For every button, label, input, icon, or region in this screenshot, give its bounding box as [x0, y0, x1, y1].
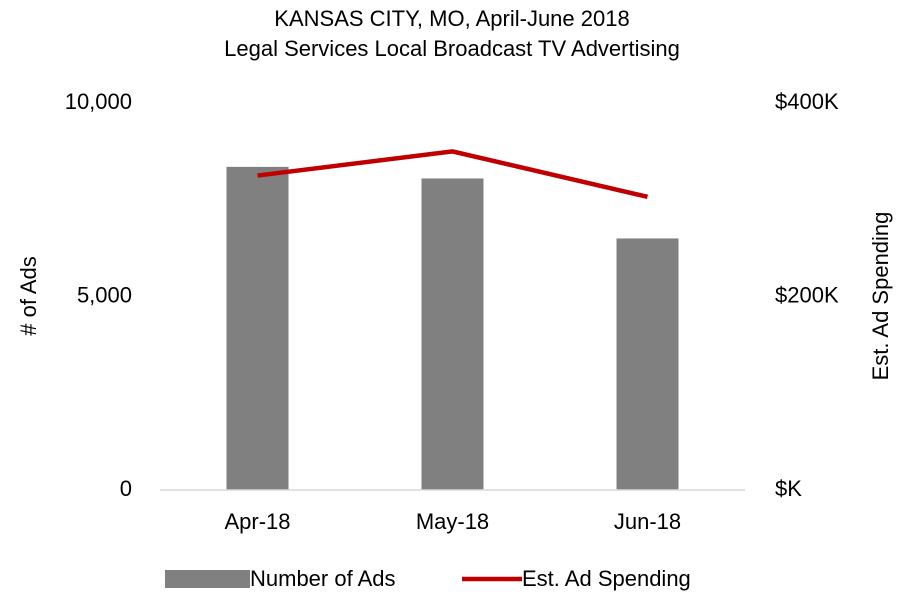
y-axis-label: # of Ads [16, 256, 41, 336]
bar [616, 238, 679, 490]
legend-label: Est. Ad Spending [522, 566, 691, 591]
y-tick-label: 5,000 [77, 282, 132, 307]
line-series [257, 149, 649, 200]
bar [421, 178, 484, 490]
chart-title: KANSAS CITY, MO, April-June 2018 [274, 6, 629, 31]
y-tick-label: 10,000 [65, 89, 132, 114]
chart-subtitle: Legal Services Local Broadcast TV Advert… [224, 36, 680, 61]
legend-label: Number of Ads [250, 566, 396, 591]
y2-tick-label: $K [775, 476, 802, 501]
y2-tick-label: $400K [775, 89, 839, 114]
x-tick-label: Jun-18 [614, 509, 681, 534]
x-tick-label: May-18 [416, 509, 489, 534]
y2-axis-label: Est. Ad Spending [868, 212, 893, 381]
legend-swatch [165, 570, 250, 588]
y-tick-label: 0 [120, 476, 132, 501]
y2-tick-label: $200K [775, 282, 839, 307]
x-tick-label: Apr-18 [224, 509, 290, 534]
bar [226, 166, 289, 491]
